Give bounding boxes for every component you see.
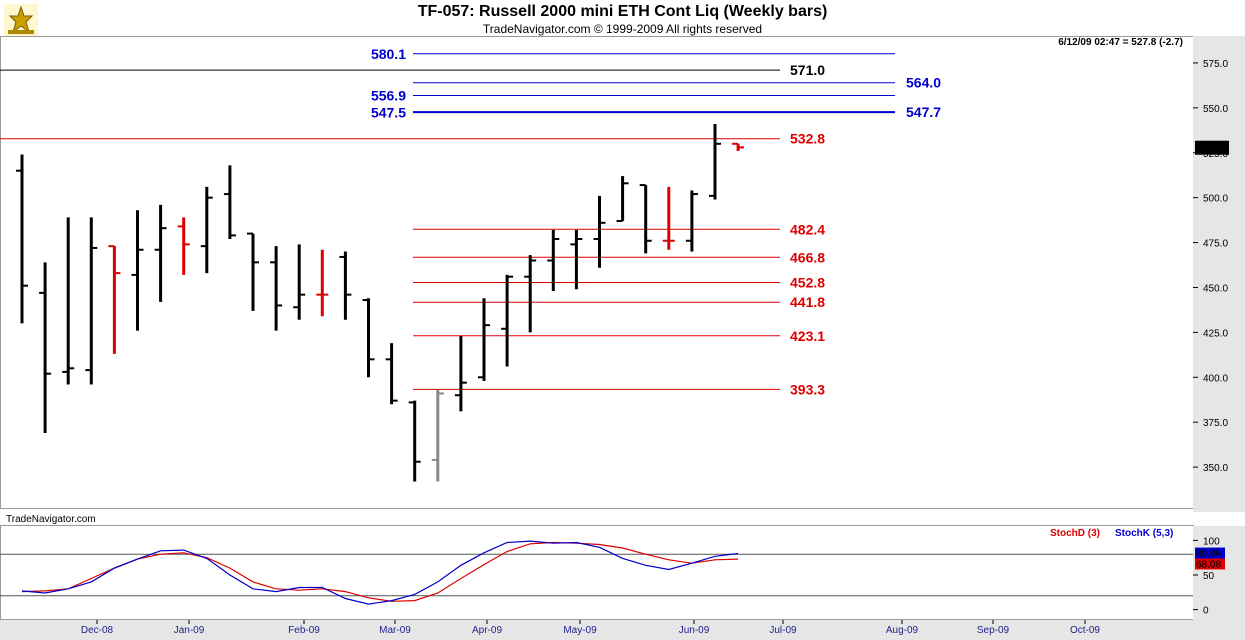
level-label-556-9: 556.9 xyxy=(371,87,406,103)
date-label-Oct-09: Oct-09 xyxy=(1070,625,1100,636)
stochd-line xyxy=(21,541,739,602)
price-axis-band xyxy=(1193,36,1245,512)
date-label-Jan-09: Jan-09 xyxy=(174,625,205,636)
last-price-info: 6/12/09 02:47 = 527.8 (-2.7) xyxy=(1058,37,1183,48)
price-tick-label: 450.0 xyxy=(1203,283,1228,294)
date-label-Feb-09: Feb-09 xyxy=(288,625,320,636)
level-label-571-0: 571.0 xyxy=(790,62,825,78)
level-label-441-8: 441.8 xyxy=(790,294,825,310)
price-tick-label: 400.0 xyxy=(1203,373,1228,384)
price-tick-label: 425.0 xyxy=(1203,328,1228,339)
stochd-last-tag-box xyxy=(1195,558,1225,570)
date-label-Mar-09: Mar-09 xyxy=(379,625,411,636)
level-label-547-7: 547.7 xyxy=(906,104,941,120)
date-label-Sep-09: Sep-09 xyxy=(977,625,1010,636)
stochd-last-tag-label: 68.08 xyxy=(1196,559,1221,570)
last-price-tag-label: 527.8 xyxy=(1197,144,1222,155)
level-label-452-8: 452.8 xyxy=(790,274,825,290)
date-label-Dec-08: Dec-08 xyxy=(81,625,114,636)
stochk-last-tag-box xyxy=(1195,547,1225,559)
price-tick-label: 350.0 xyxy=(1203,463,1228,474)
stoch-axis-band xyxy=(1193,526,1245,620)
level-label-482-4: 482.4 xyxy=(790,221,825,237)
price-tick-label: 575.0 xyxy=(1203,59,1228,70)
date-label-Aug-09: Aug-09 xyxy=(886,625,919,636)
trade-navigator-logo-icon xyxy=(4,4,38,36)
date-label-May-09: May-09 xyxy=(563,625,597,636)
level-label-532-8: 532.8 xyxy=(790,131,825,147)
stochk-legend: StochK (5,3) xyxy=(1115,528,1174,539)
chart-title: TF-057: Russell 2000 mini ETH Cont Liq (… xyxy=(417,3,828,20)
price-tick-label: 500.0 xyxy=(1203,194,1228,205)
stoch-panel-frame xyxy=(0,525,1194,620)
date-label-Jun-09: Jun-09 xyxy=(679,625,710,636)
level-label-423-1: 423.1 xyxy=(790,328,825,344)
price-panel-frame xyxy=(0,36,1194,509)
chart-subtitle: TradeNavigator.com © 1999-2009 All right… xyxy=(482,22,763,36)
level-label-580-1: 580.1 xyxy=(371,46,406,62)
last-price-tag-box xyxy=(1195,140,1229,155)
level-label-393-3: 393.3 xyxy=(790,381,825,397)
watermark-text: TradeNavigator.com xyxy=(6,514,96,525)
stoch-tick-label: 100 xyxy=(1203,536,1220,547)
stochk-line xyxy=(21,540,739,605)
level-label-466-8: 466.8 xyxy=(790,249,825,265)
date-label-Jul-09: Jul-09 xyxy=(769,625,797,636)
stoch-tick-label: 50 xyxy=(1203,571,1215,582)
date-label-Apr-09: Apr-09 xyxy=(472,625,502,636)
stochd-legend: StochD (3) xyxy=(1050,528,1100,539)
stochk-last-tag-label: 80.96 xyxy=(1196,549,1221,560)
price-tick-label: 375.0 xyxy=(1203,418,1228,429)
level-label-547-5: 547.5 xyxy=(371,104,406,120)
price-tick-label: 475.0 xyxy=(1203,239,1228,250)
price-tick-label: 550.0 xyxy=(1203,104,1228,115)
stoch-tick-label: 0 xyxy=(1203,606,1209,617)
date-axis-band xyxy=(0,620,1245,640)
level-label-564-0: 564.0 xyxy=(906,75,941,91)
